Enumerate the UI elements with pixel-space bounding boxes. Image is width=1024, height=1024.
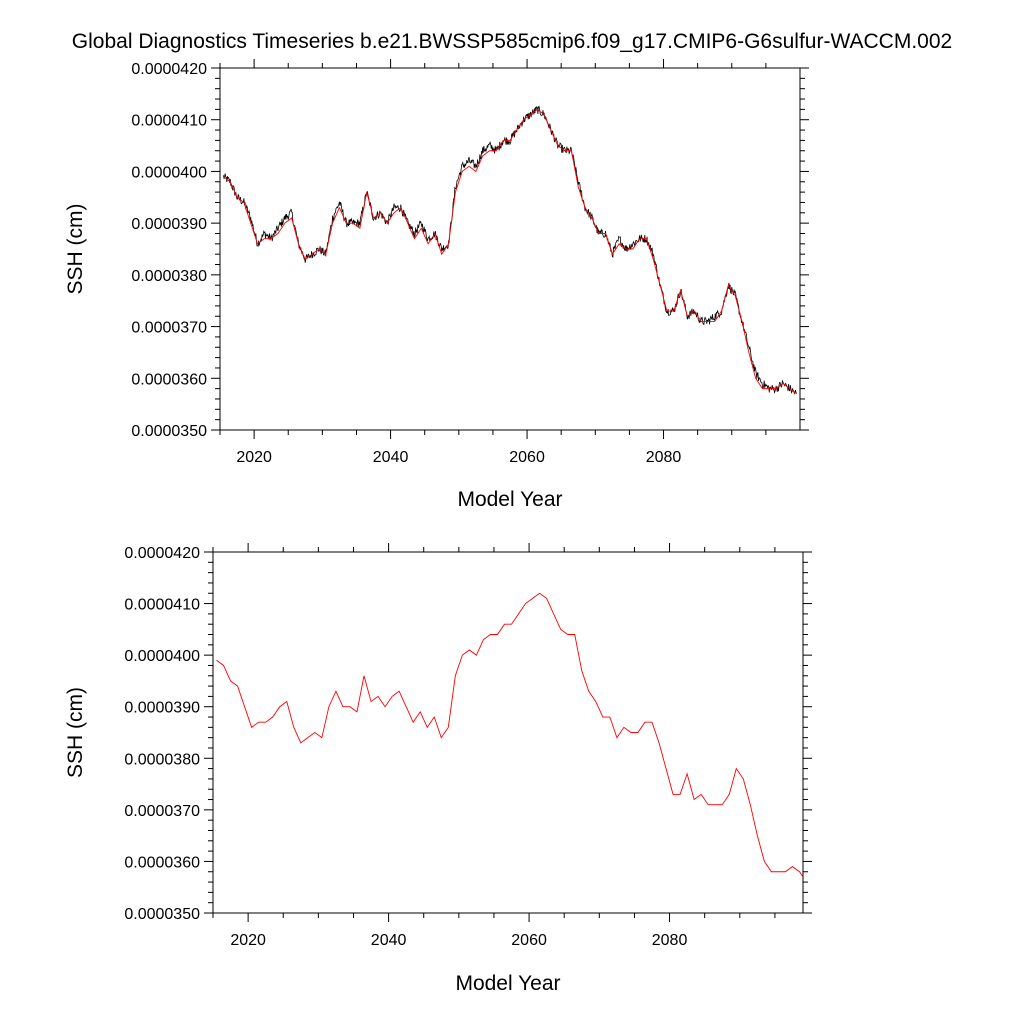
y-tick-label: 0.0000350: [124, 906, 200, 923]
x-tick-label: 2020: [236, 449, 272, 466]
figure-title: Global Diagnostics Timeseries b.e21.BWSS…: [71, 30, 953, 53]
x-tick-label: 2060: [509, 449, 545, 466]
y-tick-label: 0.0000380: [124, 751, 200, 768]
x-axis-title: Model Year: [457, 488, 562, 511]
x-axis-title: Model Year: [455, 972, 560, 995]
x-tick-label: 2080: [646, 449, 682, 466]
x-tick-label: 2060: [511, 932, 547, 949]
y-tick-label: 0.0000410: [124, 597, 200, 614]
y-tick-label: 0.0000390: [131, 216, 207, 233]
bottom-panel: 0.0000350 0.0000360 0.0000370 0.0000380 0.00…: [64, 543, 812, 995]
y-tick-label: 0.0000360: [124, 854, 200, 871]
y-tick-label: 0.0000420: [131, 61, 207, 78]
x-tick-label: 2080: [652, 932, 688, 949]
annual-series-line: [216, 592, 803, 878]
y-tick-label: 0.0000390: [124, 700, 200, 717]
x-tick-label: 2020: [230, 932, 266, 949]
y-tick-label: 0.0000370: [124, 803, 200, 820]
y-tick-label: 0.0000400: [131, 164, 207, 181]
y-tick-label: 0.0000370: [131, 320, 207, 337]
plot-frame: [212, 551, 804, 914]
y-tick-label: 0.0000380: [131, 268, 207, 285]
plot-frame: [219, 67, 801, 431]
y-tick-label: 0.0000420: [124, 545, 200, 562]
y-tick-label: 0.0000410: [131, 113, 207, 130]
y-tick-label: 0.0000400: [124, 648, 200, 665]
monthly-series-line: [223, 105, 797, 395]
x-tick-label: 2040: [371, 932, 407, 949]
y-axis-title: SSH (cm): [64, 204, 87, 295]
y-tick-label: 0.0000350: [131, 423, 207, 440]
y-axis-title: SSH (cm): [64, 687, 87, 778]
y-tick-label: 0.0000360: [131, 371, 207, 388]
x-tick-label: 2040: [373, 449, 409, 466]
annual-series-line: [223, 108, 797, 395]
top-panel: 0.0000350 0.0000360 0.0000370 0.0000380 0.00…: [64, 59, 809, 511]
